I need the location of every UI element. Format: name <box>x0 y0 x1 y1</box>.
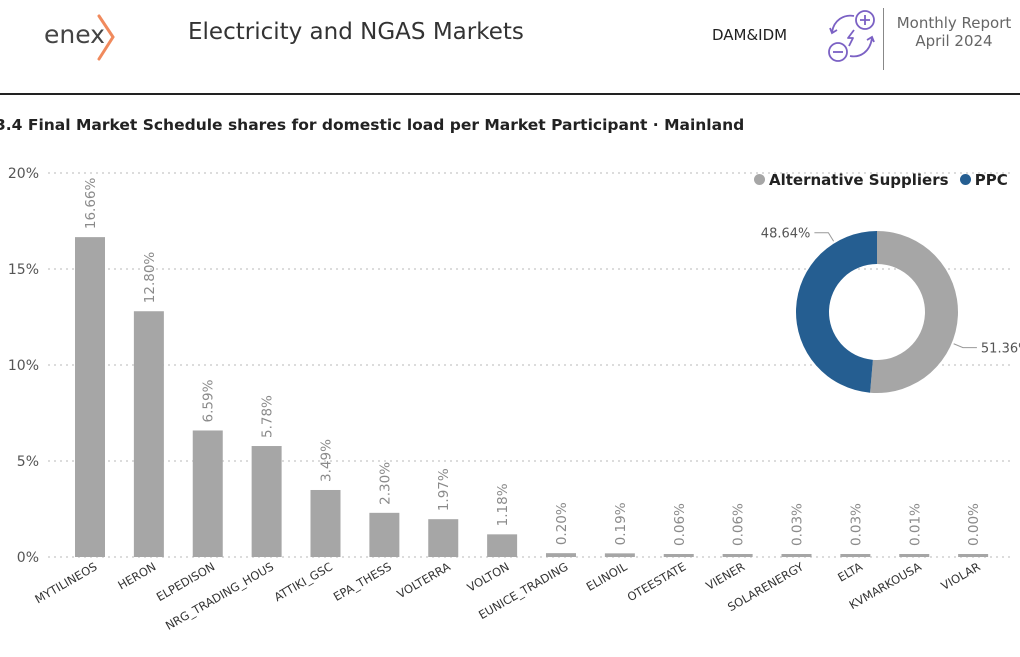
x-category-label: ELTA <box>835 559 865 584</box>
x-category-label: VIOLAR <box>939 559 983 593</box>
bar <box>604 553 635 557</box>
bar <box>251 446 282 557</box>
bar-data-label: 0.06% <box>731 503 747 546</box>
bar-data-label: 0.01% <box>907 503 923 546</box>
x-category-label: MYTILINEOS <box>32 559 99 606</box>
x-category-label: EPA_THESS <box>331 559 394 603</box>
bar <box>369 512 400 557</box>
bar <box>663 554 694 557</box>
header-title: Electricity and NGAS Markets <box>188 19 524 45</box>
bar-data-label: 0.19% <box>613 502 629 545</box>
pie-slice-ppc <box>795 231 877 393</box>
pie-leader-line <box>953 343 977 349</box>
enex-logo-text: enex <box>44 20 105 49</box>
legend-ppc: PPC <box>959 171 1008 189</box>
bar-data-label: 3.49% <box>319 439 335 482</box>
logo-accent-chevron <box>97 14 115 61</box>
bar-data-label: 16.66% <box>83 177 99 229</box>
bar-data-label: 0.06% <box>672 503 688 546</box>
bar-data-label: 0.00% <box>966 503 982 546</box>
bar-data-label: 1.97% <box>436 468 452 511</box>
header-divider <box>883 8 884 70</box>
bar <box>840 554 871 557</box>
pie-data-label-alternative-suppliers: 51.36% <box>981 342 1020 357</box>
section-title: 3.4 Final Market Schedule shares for dom… <box>0 116 745 134</box>
pie-slice-alternative-suppliers <box>870 231 958 393</box>
bar <box>781 554 812 557</box>
market-share-chart: 0% 5% 10% 15% 20% 16.66% MYTILINEOS 12.80% HERON… <box>8 166 1020 633</box>
x-category-label: OTEESTATE <box>625 559 689 604</box>
x-category-label: ELINOIL <box>584 559 630 594</box>
x-category-label: VIENER <box>703 559 747 592</box>
enex-logo-mark: enex <box>44 14 115 61</box>
enex-logo: enex <box>44 12 128 66</box>
bar <box>428 519 459 557</box>
bar-data-label: 0.03% <box>848 503 864 546</box>
report-header: enex Electricity and NGAS Markets DAM&ID… <box>0 0 1020 94</box>
bar <box>192 430 223 557</box>
bar <box>75 237 105 557</box>
pie-leader-line <box>814 232 835 242</box>
header-market-label: DAM&IDM <box>712 26 788 44</box>
report-date: April 2024 <box>915 32 993 50</box>
bar-data-label: 2.30% <box>377 462 393 505</box>
energy-cycle-icon <box>826 8 878 70</box>
bar <box>310 489 341 557</box>
x-category-label: VOLTON <box>465 559 512 594</box>
x-category-label: ATTIKI_GSC <box>272 559 335 604</box>
bar-data-label: 1.18% <box>495 483 511 526</box>
legend-label-alternative-suppliers: Alternative Suppliers <box>769 171 949 189</box>
bar <box>133 311 164 557</box>
y-tick-label: 15% <box>8 262 39 278</box>
bar-data-label: 5.78% <box>260 395 276 438</box>
bar-data-label: 6.59% <box>201 379 217 422</box>
bar <box>899 554 930 557</box>
header-rule <box>0 93 1020 95</box>
report-type: Monthly Report <box>896 14 1012 32</box>
legend-label-ppc: PPC <box>974 171 1008 189</box>
bar <box>487 534 518 557</box>
y-tick-label: 5% <box>17 454 39 470</box>
x-category-label: HERON <box>115 559 158 592</box>
pie-data-label-ppc: 48.64% <box>761 227 811 242</box>
legend-alternative-suppliers: Alternative Suppliers <box>754 171 949 189</box>
y-tick-label: 10% <box>8 358 39 374</box>
bar-data-label: 0.20% <box>554 502 570 545</box>
x-category-label: VOLTERRA <box>394 559 452 601</box>
y-tick-label: 0% <box>17 550 39 566</box>
x-category-label: NRG_TRADING_HOUS <box>163 559 276 632</box>
bar-data-label: 12.80% <box>142 252 158 304</box>
legend-dot-alternative-suppliers <box>754 174 765 185</box>
bar-data-label: 0.03% <box>790 503 806 546</box>
pie-legend: Alternative Suppliers PPC <box>754 171 1014 189</box>
legend-dot-ppc <box>959 174 971 185</box>
y-tick-label: 20% <box>8 166 39 182</box>
bar <box>722 554 753 557</box>
report-period: Monthly Report April 2024 <box>893 14 1015 50</box>
bar <box>546 553 576 557</box>
bar <box>958 554 989 557</box>
